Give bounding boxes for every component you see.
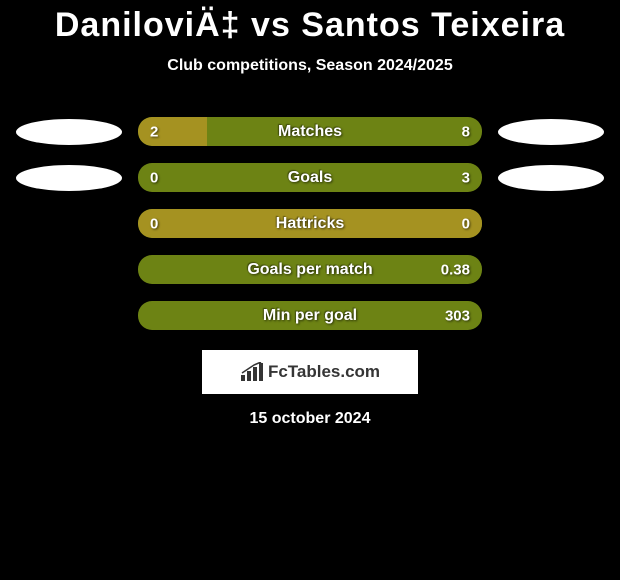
stat-bar: Min per goal 303 (138, 301, 482, 330)
stat-right-value: 0.38 (441, 261, 470, 278)
subtitle: Club competitions, Season 2024/2025 (167, 57, 452, 75)
stat-label: Matches (278, 123, 342, 141)
logo-box: FcTables.com (202, 350, 418, 394)
stat-bar: Goals per match 0.38 (138, 255, 482, 284)
left-oval-icon (16, 165, 122, 191)
stat-right-value: 303 (445, 307, 470, 324)
stat-right-value: 0 (462, 215, 470, 232)
stat-right-value: 3 (462, 169, 470, 186)
date-text: 15 october 2024 (250, 410, 371, 428)
stat-bar-fill (138, 117, 207, 146)
page-title: DaniloviÄ‡ vs Santos Teixeira (55, 6, 565, 45)
oval-spacer (16, 257, 122, 283)
bar-chart-icon (240, 362, 264, 382)
oval-spacer (498, 303, 604, 329)
left-oval-icon (16, 119, 122, 145)
stat-label: Goals (288, 169, 332, 187)
stat-bar: 0 Hattricks 0 (138, 209, 482, 238)
stat-row: 0 Goals 3 (0, 163, 620, 192)
oval-spacer (498, 211, 604, 237)
oval-spacer (498, 257, 604, 283)
stat-row: Min per goal 303 (0, 301, 620, 330)
stat-label: Hattricks (276, 215, 344, 233)
stat-bar: 2 Matches 8 (138, 117, 482, 146)
oval-spacer (16, 211, 122, 237)
stat-row: Goals per match 0.38 (0, 255, 620, 284)
stat-bar: 0 Goals 3 (138, 163, 482, 192)
oval-spacer (16, 303, 122, 329)
stat-left-value: 2 (150, 123, 158, 140)
right-oval-icon (498, 165, 604, 191)
stat-right-value: 8 (462, 123, 470, 140)
logo-text: FcTables.com (268, 362, 380, 382)
right-oval-icon (498, 119, 604, 145)
stat-rows: 2 Matches 8 0 Goals 3 0 Hattricks 0 Goals per mat… (0, 117, 620, 330)
stat-row: 2 Matches 8 (0, 117, 620, 146)
stat-row: 0 Hattricks 0 (0, 209, 620, 238)
stat-left-value: 0 (150, 215, 158, 232)
stat-label: Goals per match (247, 261, 372, 279)
stat-label: Min per goal (263, 307, 357, 325)
stat-left-value: 0 (150, 169, 158, 186)
